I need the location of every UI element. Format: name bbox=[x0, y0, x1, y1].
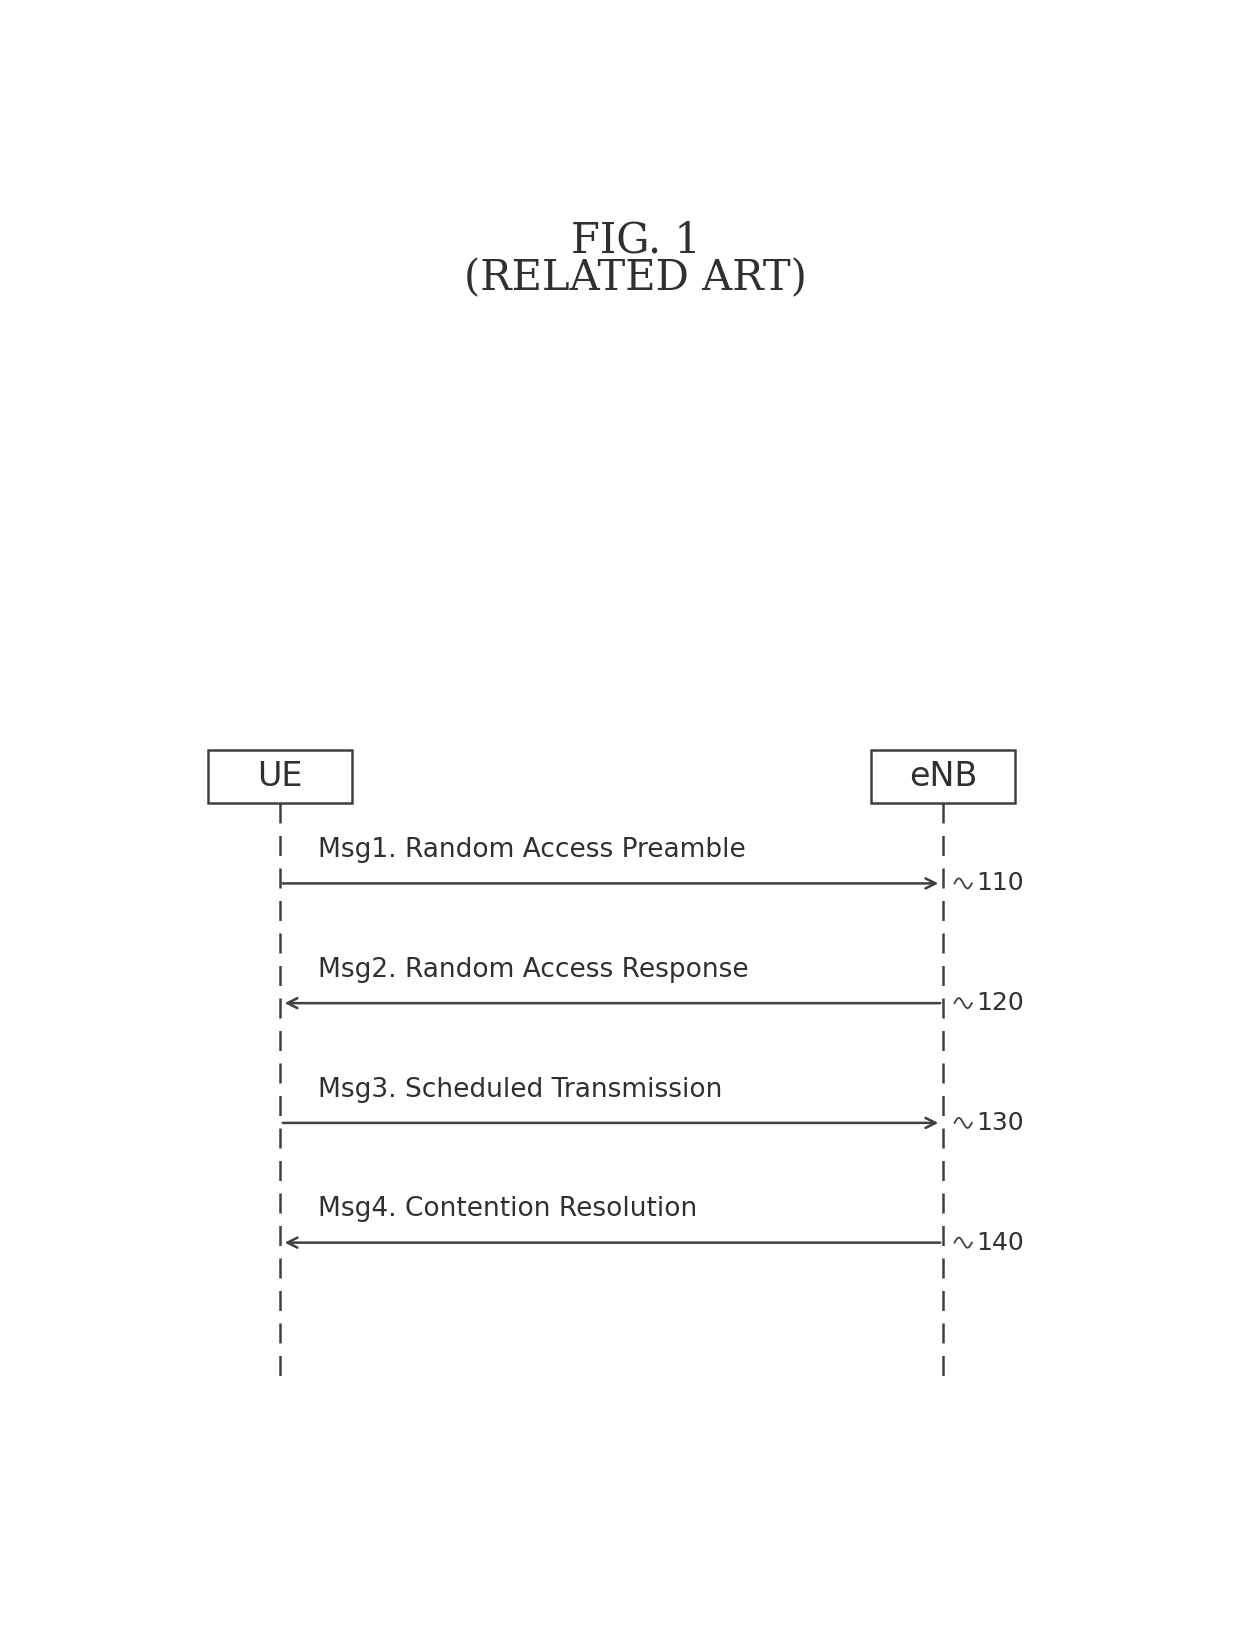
Text: Msg2. Random Access Response: Msg2. Random Access Response bbox=[319, 958, 749, 982]
Text: 140: 140 bbox=[977, 1231, 1024, 1254]
Bar bbox=[208, 750, 352, 802]
Text: Msg1. Random Access Preamble: Msg1. Random Access Preamble bbox=[319, 837, 746, 863]
Text: eNB: eNB bbox=[909, 760, 977, 792]
Text: Msg3. Scheduled Transmission: Msg3. Scheduled Transmission bbox=[319, 1077, 723, 1103]
Text: 110: 110 bbox=[977, 871, 1024, 895]
Bar bbox=[870, 750, 1016, 802]
Text: 130: 130 bbox=[977, 1112, 1024, 1134]
Text: FIG. 1: FIG. 1 bbox=[570, 219, 701, 262]
Text: (RELATED ART): (RELATED ART) bbox=[464, 257, 807, 300]
Text: 120: 120 bbox=[977, 990, 1024, 1015]
Text: Msg4. Contention Resolution: Msg4. Contention Resolution bbox=[319, 1197, 698, 1223]
Text: UE: UE bbox=[257, 760, 303, 792]
